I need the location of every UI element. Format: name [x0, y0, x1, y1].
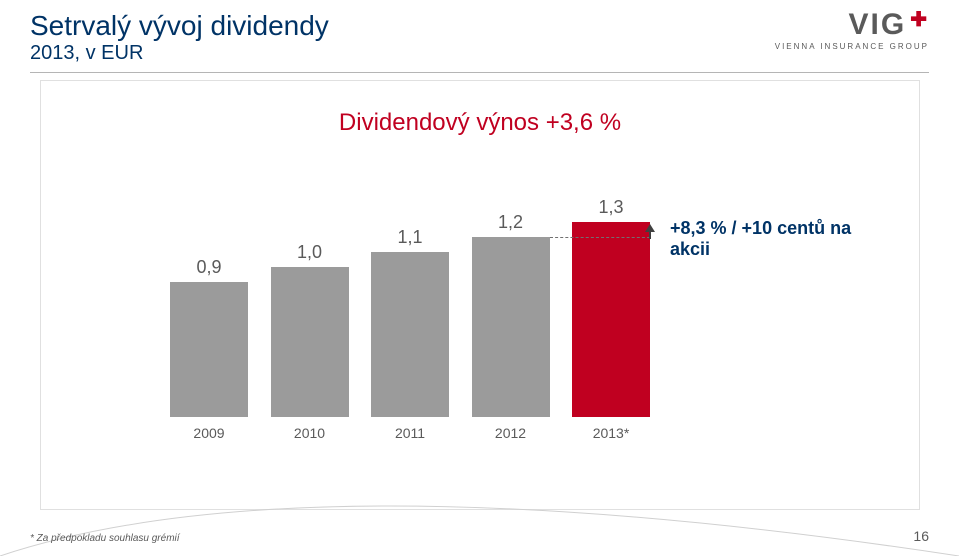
bar-unit: 1,2 [472, 212, 550, 417]
x-category-label: 2013* [572, 425, 650, 441]
bar [271, 267, 349, 417]
bar-value-label: 1,3 [598, 197, 623, 218]
logo-main: VIG ✚ [849, 10, 929, 40]
x-category-label: 2009 [170, 425, 248, 441]
x-categories: 2009 2010 2011 2012 2013* [170, 425, 650, 441]
bar [572, 222, 650, 417]
x-category-label: 2010 [271, 425, 349, 441]
x-axis: 2009 2010 2011 2012 2013* [100, 425, 860, 441]
bar-value-label: 1,2 [498, 212, 523, 233]
footnote: * Za předpokladu souhlasu grémií [30, 533, 180, 544]
x-category-label: 2012 [472, 425, 550, 441]
bar-unit: 1,1 [371, 227, 449, 417]
bar-value-label: 0,9 [196, 257, 221, 278]
chart-title: Dividendový výnos +3,6 % [41, 109, 919, 137]
logo-cross-icon: ✚ [910, 10, 929, 30]
page-number: 16 [913, 528, 929, 544]
bar-unit: 1,3 [572, 197, 650, 417]
logo-text: VIG [849, 10, 907, 40]
bar-value-label: 1,0 [297, 242, 322, 263]
arrow-up-icon [644, 224, 656, 239]
bar [472, 237, 550, 417]
bar-unit: 1,0 [271, 242, 349, 417]
chart-area: 0,9 1,0 1,1 1,2 1,3 +8,3 % / +10 centů na ak… [100, 157, 860, 417]
bar [371, 252, 449, 417]
bar-chart: 0,9 1,0 1,1 1,2 1,3 [170, 157, 650, 417]
x-category-label: 2011 [371, 425, 449, 441]
growth-annotation: +8,3 % / +10 centů na akcii [670, 218, 860, 260]
bar-unit: 0,9 [170, 257, 248, 417]
header-divider [30, 72, 929, 73]
slide-header: Setrvalý vývoj dividendy 2013, v EUR VIG… [0, 0, 959, 70]
brand-logo: VIG ✚ VIENNA INSURANCE GROUP [775, 10, 929, 51]
bar [170, 282, 248, 417]
connector-line [550, 237, 651, 238]
chart-panel: Dividendový výnos +3,6 % 0,9 1,0 1,1 1,2 1,3… [40, 80, 920, 510]
bar-value-label: 1,1 [397, 227, 422, 248]
logo-subtext: VIENNA INSURANCE GROUP [775, 42, 929, 51]
